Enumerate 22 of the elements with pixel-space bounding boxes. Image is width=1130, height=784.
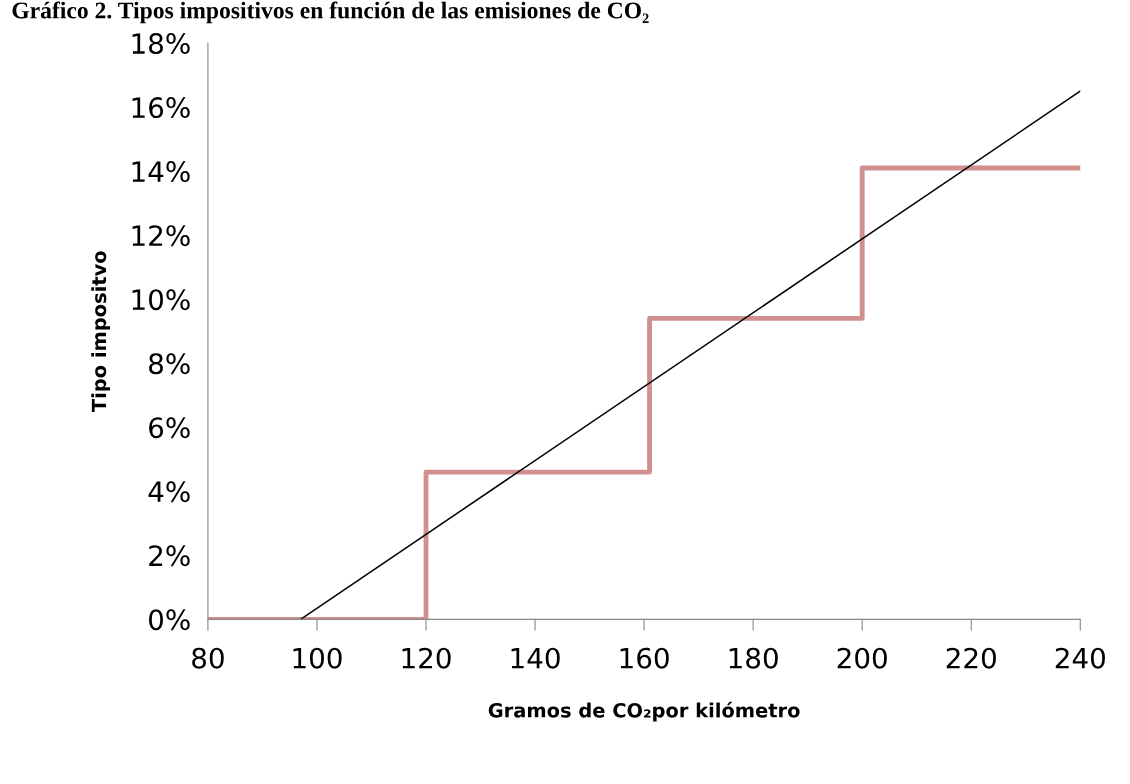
- x-tick-label: 200: [837, 647, 887, 669]
- y-tick-label: 12%: [132, 225, 190, 247]
- y-tick-label: 2%: [149, 545, 190, 567]
- y-tick-label: 4%: [148, 481, 190, 503]
- x-axis-title: Gramos de CO₂por kilómetro: [488, 701, 800, 722]
- y-tick-label: 18%: [132, 33, 190, 55]
- x-tick-label: 120: [402, 647, 451, 669]
- chart-title: Gráfico 2. Tipos impositivos en función de las emisiones de CO₂: [12, 1, 649, 24]
- y-tick-label: 0%: [149, 609, 190, 631]
- y-tick-label: 16%: [132, 97, 190, 119]
- y-tick-label: 6%: [149, 417, 190, 439]
- y-tick-label: 14%: [132, 161, 190, 183]
- y-tick-label: 10%: [132, 289, 190, 311]
- x-tick-label: 100: [293, 647, 342, 669]
- x-tick-label: 160: [620, 647, 669, 669]
- x-tick-label: 140: [511, 647, 560, 669]
- x-tick-label: 220: [946, 647, 996, 669]
- x-tick-label: 240: [1055, 647, 1105, 669]
- y-axis-title: Tipo impositvo: [91, 251, 111, 413]
- y-tick-label: 8%: [149, 353, 190, 375]
- x-tick-label: 180: [729, 647, 778, 669]
- x-tick-label: 80: [192, 647, 224, 669]
